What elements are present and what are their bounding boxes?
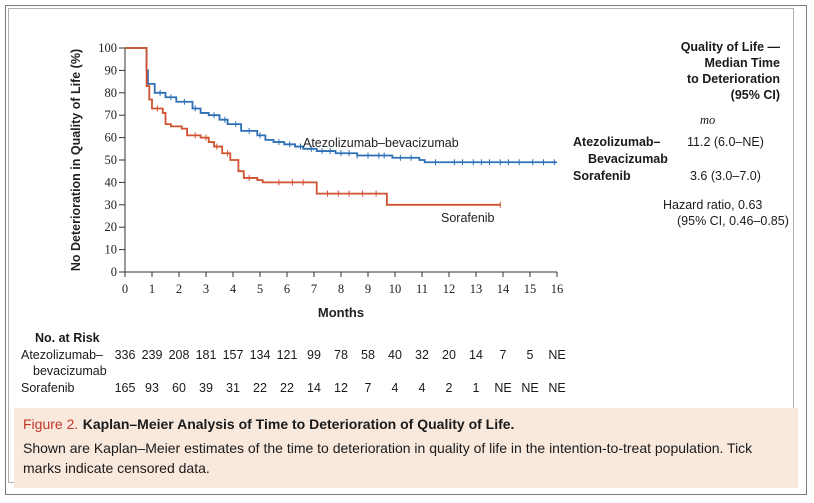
legend-title: Quality of Life — Median Time to Deterio… [640,39,780,103]
risk-count-cell: 1 [472,381,480,395]
risk-count-cell: 60 [172,381,186,395]
risk-count-cell: 4 [418,381,426,395]
x-tick-label: 3 [203,282,209,296]
hazard-ratio: Hazard ratio, 0.63 [663,198,763,212]
km-curve-sorafenib [125,47,501,206]
x-tick-label: 2 [176,282,182,296]
caption-title: Kaplan–Meier Analysis of Time to Deterio… [82,416,515,432]
x-tick-label: 10 [389,282,402,296]
risk-count-cell: 93 [145,381,159,395]
caption-body: Shown are Kaplan–Meier estimates of the … [23,440,753,476]
risk-count-cell: 32 [415,348,429,362]
x-tick-label: 0 [122,282,128,296]
legend-title-line: Quality of Life — [680,40,780,54]
x-tick-label: 7 [311,282,317,296]
y-tick-label: 40 [105,175,118,189]
risk-count-cell: 181 [195,348,217,362]
y-tick-label: 30 [105,198,118,212]
risk-count-cell: 22 [253,381,267,395]
x-tick-label: 1 [149,282,155,296]
median-legend: Quality of Life — Median Time to Deterio… [640,39,780,103]
risk-count-cell: 4 [391,381,399,395]
x-tick-label: 11 [416,282,428,296]
x-tick-label: 4 [230,282,237,296]
risk-count-cell: 58 [361,348,375,362]
caption-figure-number: Figure 2. [23,416,79,432]
risk-count-cell: 208 [168,348,190,362]
risk-row-label-atezo-2: bevacizumab [33,364,107,378]
risk-count-cell: 2 [445,381,453,395]
risk-count-cell: 39 [199,381,213,395]
y-tick-label: 50 [105,153,118,167]
y-tick-label: 70 [105,108,118,122]
legend-row-atezo-label2: Bevacizumab [588,152,668,166]
figure-outer-border [5,5,807,495]
x-tick-label: 8 [338,282,344,296]
legend-title-line: to Deterioration [686,72,780,86]
risk-count-cell: 239 [141,348,163,362]
risk-table-title: No. at Risk [35,331,100,345]
risk-count-cell: NE [521,381,539,395]
x-tick-label: 9 [365,282,371,296]
x-axis-label: Months [318,305,364,320]
risk-count-cell: 22 [280,381,294,395]
risk-count-cell: 165 [114,381,136,395]
x-tick-label: 14 [497,282,510,296]
x-tick-label: 5 [257,282,263,296]
risk-count-cell: 78 [334,348,348,362]
risk-count-cell: 157 [222,348,244,362]
risk-count-cell: NE [548,348,566,362]
figure-caption: Figure 2. Kaplan–Meier Analysis of Time … [14,408,798,488]
km-curve-atezolizumab [125,47,557,164]
risk-count-cell: 7 [499,348,507,362]
chart-marks [125,47,557,208]
risk-row-label-atezo: Atezolizumab– [21,348,103,362]
x-tick-label: 6 [284,282,290,296]
series-label-atezolizumab: Atezolizumab–bevacizumab [303,136,459,150]
hazard-ratio-ci: (95% CI, 0.46–0.85) [677,214,789,228]
risk-count-cell: 31 [226,381,240,395]
risk-count-cell: 14 [469,348,483,362]
y-tick-label: 20 [105,220,118,234]
caption-heading: Figure 2. Kaplan–Meier Analysis of Time … [23,416,790,434]
y-tick-label: 100 [98,41,117,55]
legend-row-atezo-value: 11.2 (6.0–NE) [687,135,764,149]
series-label-sorafenib: Sorafenib [441,211,495,225]
legend-row-sorafenib-value: 3.6 (3.0–7.0) [690,169,761,183]
risk-count-cell: 20 [442,348,456,362]
risk-count-cell: NE [494,381,512,395]
legend-row-atezo-label: Atezolizumab– [573,135,661,149]
y-axis-label: No Deterioration in Quality of Life (%) [69,49,83,271]
risk-count-cell: 336 [114,348,136,362]
risk-count-cell: 12 [334,381,348,395]
y-tick-label: 90 [105,63,118,77]
x-tick-label: 13 [470,282,483,296]
y-tick-label: 10 [105,243,118,257]
risk-count-cell: 7 [364,381,372,395]
y-tick-label: 0 [111,265,117,279]
risk-count-cell: 40 [388,348,402,362]
risk-row-label-sorafenib: Sorafenib [21,381,75,395]
x-tick-label: 12 [443,282,456,296]
x-tick-label: 15 [524,282,537,296]
risk-count-cell: 99 [307,348,321,362]
legend-title-line: Median Time [704,56,780,70]
risk-count-cell: NE [548,381,566,395]
risk-count-cell: 5 [526,348,534,362]
y-tick-label: 80 [105,86,118,100]
x-tick-label: 16 [551,282,564,296]
legend-title-line: (95% CI) [730,88,780,102]
risk-count-cell: 14 [307,381,321,395]
y-tick-label: 60 [105,131,118,145]
legend-row-sorafenib-label: Sorafenib [573,169,631,183]
risk-count-cell: 121 [276,348,298,362]
risk-count-cell: 134 [249,348,271,362]
legend-unit: mo [700,113,716,127]
